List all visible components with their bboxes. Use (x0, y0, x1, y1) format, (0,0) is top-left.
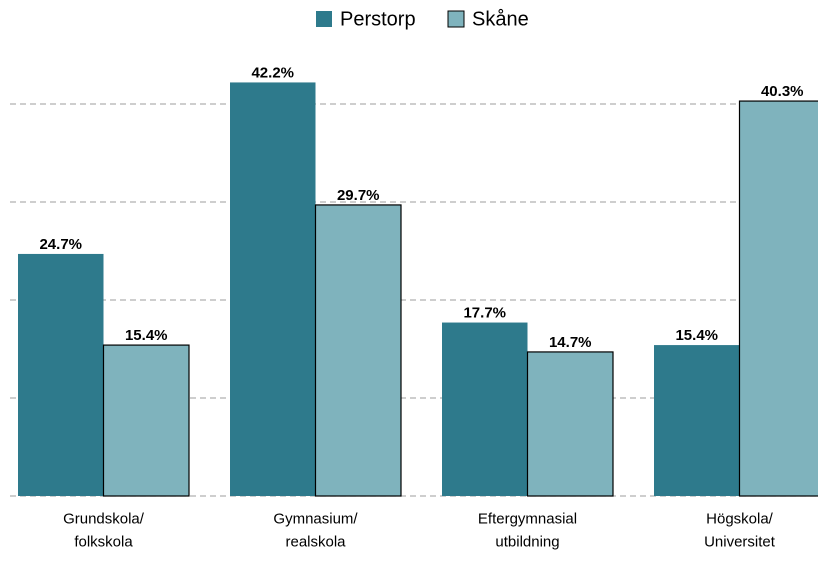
bar (526, 351, 614, 497)
bar (442, 322, 528, 496)
x-tick-label: Gymnasium/realskola (273, 510, 358, 550)
value-label: 42.2% (251, 64, 294, 81)
bar (654, 345, 740, 496)
legend-swatch (316, 11, 332, 27)
value-label: 40.3% (761, 83, 804, 100)
x-tick-label: Högskola/Universitet (704, 510, 776, 550)
bar (738, 100, 818, 497)
value-label: 15.4% (125, 327, 168, 344)
legend-label: Skåne (472, 8, 529, 30)
x-tick-label: Eftergymnasial utbildning (478, 510, 577, 550)
legend-label: Perstorp (340, 8, 416, 30)
value-label: 29.7% (337, 187, 380, 204)
bar (314, 204, 402, 497)
value-label: 15.4% (675, 327, 718, 344)
legend-swatch (447, 10, 465, 28)
value-label: 14.7% (549, 334, 592, 351)
value-label: 24.7% (39, 236, 82, 253)
value-label: 17.7% (463, 305, 506, 322)
bar (102, 344, 190, 497)
bar (230, 82, 316, 496)
bar (18, 253, 104, 496)
x-tick-label: Grundskola/folkskola (63, 510, 145, 550)
